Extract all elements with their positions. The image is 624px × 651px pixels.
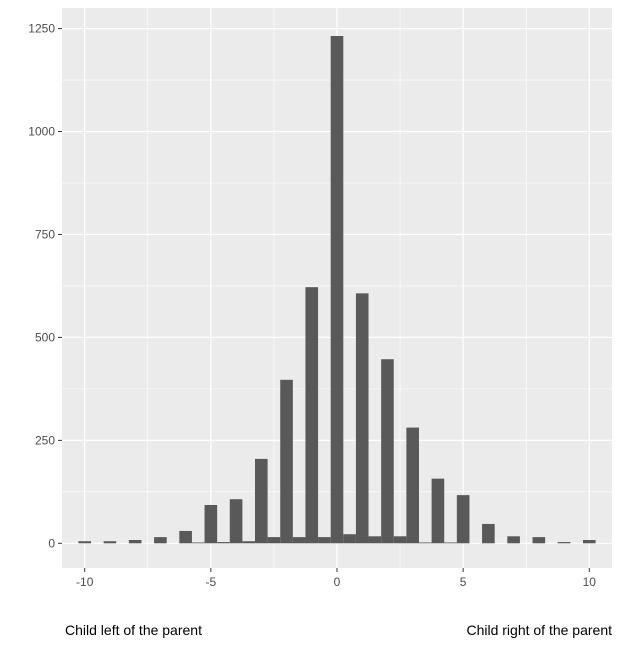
histogram-chart: 0 250 500 750 1000 1250 -10 -5 0 5 10: [28, 8, 612, 589]
histogram-bar: [330, 36, 344, 544]
histogram-bar: [78, 541, 92, 544]
histogram-bar: [507, 536, 520, 544]
histogram-bar: [204, 505, 218, 544]
x-tick-label: -5: [206, 575, 217, 589]
histogram-bar: [103, 541, 117, 544]
y-tick-label: 500: [35, 330, 55, 344]
histogram-bar: [368, 536, 382, 544]
histogram-bar: [242, 541, 256, 544]
histogram-bar: [179, 530, 192, 544]
y-axis: 0 250 500 750 1000 1250: [28, 22, 62, 550]
histogram-bar: [343, 534, 356, 544]
y-tick-label: 1250: [28, 22, 55, 36]
x-tick-label: 10: [583, 575, 597, 589]
histogram-bar: [355, 293, 369, 544]
x-tick-label: 5: [460, 575, 467, 589]
histogram-bar: [128, 540, 142, 544]
y-tick-label: 750: [35, 227, 55, 241]
histogram-bar: [305, 287, 319, 544]
histogram-bar: [582, 540, 596, 544]
caption-right: Child right of the parent: [466, 622, 612, 638]
caption-left: Child left of the parent: [65, 622, 202, 638]
histogram-bar: [381, 359, 394, 544]
histogram-bar: [431, 478, 445, 544]
histogram-bar: [406, 427, 419, 544]
histogram-bar: [532, 537, 546, 544]
histogram-bar: [255, 458, 268, 544]
histogram-bar: [393, 536, 407, 544]
histogram-bar: [191, 542, 205, 544]
histogram-bar: [444, 542, 457, 544]
histogram-bar: [557, 542, 571, 544]
x-tick-label: 0: [334, 575, 341, 589]
histogram-bar: [267, 537, 281, 544]
histogram-bar: [217, 542, 230, 544]
x-axis: -10 -5 0 5 10: [76, 568, 596, 589]
y-tick-label: 1000: [28, 125, 55, 139]
y-tick-label: 0: [48, 536, 55, 550]
histogram-bar: [482, 523, 495, 544]
x-tick-label: -10: [76, 575, 94, 589]
y-tick-label: 250: [35, 433, 55, 447]
histogram-bar: [456, 495, 470, 544]
histogram-bar: [229, 499, 243, 544]
histogram-bar: [280, 379, 293, 544]
histogram-bar: [292, 537, 306, 544]
histogram-bar: [418, 542, 432, 544]
bars: [78, 36, 596, 544]
histogram-bar: [154, 537, 167, 544]
histogram-bar: [318, 537, 331, 544]
